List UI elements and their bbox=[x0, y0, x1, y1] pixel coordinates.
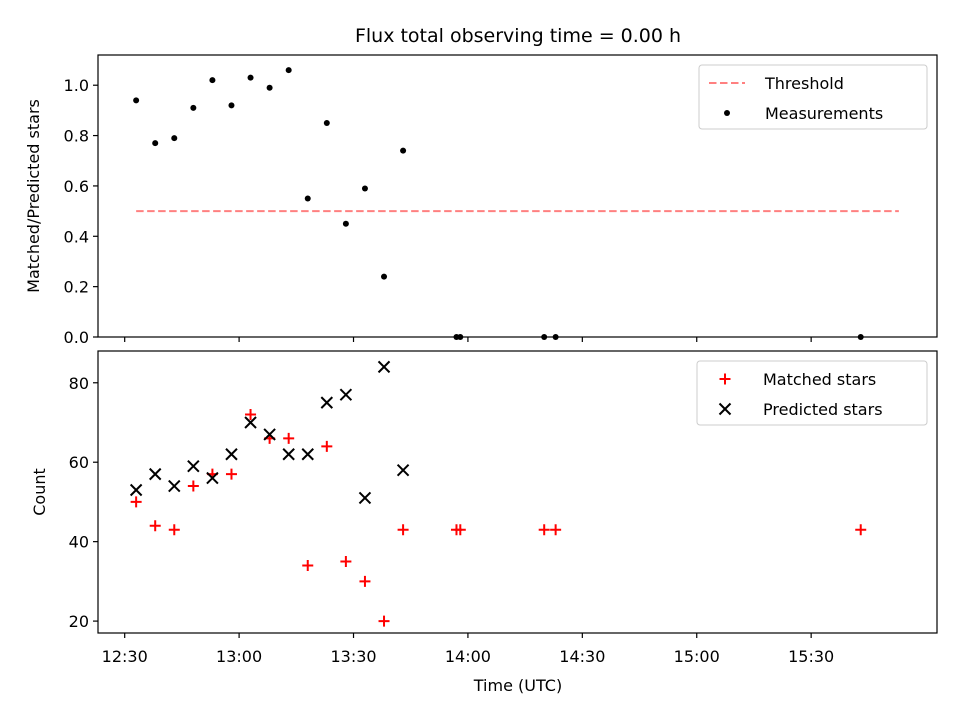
measurement-point bbox=[304, 195, 311, 202]
predicted-stars-point bbox=[206, 471, 219, 485]
bottom-y-tick-label: 40 bbox=[69, 533, 89, 552]
matched-stars-point bbox=[130, 496, 142, 508]
predicted-stars-point bbox=[396, 463, 410, 477]
bottom-legend: Matched stars Predicted stars bbox=[696, 360, 928, 426]
predicted-stars-point bbox=[301, 448, 314, 461]
top-y-tick-label: 1.0 bbox=[64, 76, 89, 95]
top-y-tick-label: 0.0 bbox=[64, 328, 89, 347]
top-y-tick-label: 0.2 bbox=[64, 278, 89, 297]
x-tick-label: 15:30 bbox=[788, 647, 834, 666]
top-y-tick-label: 0.4 bbox=[64, 227, 89, 246]
matched-stars-point bbox=[340, 556, 352, 568]
measurement-point bbox=[171, 135, 178, 142]
predicted-stars-point bbox=[225, 448, 238, 461]
measurement-point bbox=[400, 147, 407, 154]
top-legend-box bbox=[698, 64, 928, 130]
matched-stars-point bbox=[302, 559, 314, 571]
x-tick-label: 14:30 bbox=[559, 647, 605, 666]
top-axes-frame bbox=[97, 54, 938, 338]
predicted-stars-point bbox=[148, 467, 162, 481]
measurement-point bbox=[209, 77, 216, 84]
legend-matched-stars-swatch bbox=[719, 373, 731, 385]
bottom-y-axis-label: Count bbox=[30, 468, 49, 516]
matched-stars-point bbox=[378, 615, 390, 627]
top-y-tick-label: 0.8 bbox=[64, 127, 89, 146]
matched-stars-point bbox=[359, 575, 371, 587]
legend-label-predicted-stars: Predicted stars bbox=[763, 400, 883, 419]
legend-measurements-swatch bbox=[724, 110, 730, 116]
measurement-point bbox=[228, 102, 235, 109]
matched-stars-point bbox=[149, 520, 161, 532]
predicted-stars-point bbox=[320, 396, 334, 409]
predicted-stars-point bbox=[129, 483, 143, 497]
chart-title: Flux total observing time = 0.00 h bbox=[355, 25, 681, 47]
bottom-y-tick-label: 20 bbox=[69, 612, 89, 631]
x-axis-label: Time (UTC) bbox=[473, 676, 562, 695]
matched-stars-point bbox=[225, 468, 237, 480]
predicted-stars-point bbox=[377, 360, 391, 374]
predicted-stars-point bbox=[358, 491, 372, 505]
predicted-stars-point bbox=[263, 428, 276, 441]
matched-stars-point bbox=[321, 440, 333, 452]
legend-predicted-stars-swatch bbox=[718, 402, 732, 416]
measurement-point bbox=[266, 84, 273, 91]
measurement-point bbox=[190, 104, 197, 111]
measurement-point bbox=[361, 185, 368, 192]
matched-stars-point bbox=[168, 524, 180, 536]
bottom-legend-box bbox=[696, 360, 928, 426]
measurement-point bbox=[285, 67, 292, 74]
x-tick-label: 13:30 bbox=[330, 647, 376, 666]
predicted-stars-point bbox=[187, 459, 200, 473]
matched-stars-point bbox=[550, 524, 562, 536]
matched-stars-point bbox=[454, 524, 466, 536]
legend-label-threshold: Threshold bbox=[764, 74, 844, 93]
predicted-stars-point bbox=[282, 448, 295, 461]
x-tick-label: 14:00 bbox=[445, 647, 491, 666]
x-tick-label: 13:00 bbox=[216, 647, 262, 666]
bottom-y-tick-label: 60 bbox=[69, 453, 89, 472]
predicted-stars-point bbox=[244, 416, 257, 429]
predicted-stars-point bbox=[339, 388, 353, 401]
bottom-panel: 20 40 60 80 12:30 13:00 13:30 14:00 14:30 15:00 15… bbox=[69, 350, 938, 666]
top-y-axis-label: Matched/Predicted stars bbox=[24, 99, 43, 293]
top-panel: 0.0 0.2 0.4 0.6 0.8 1.0 Threshold Measurements bbox=[64, 54, 938, 347]
legend-label-matched-stars: Matched stars bbox=[763, 370, 876, 389]
top-y-tick-label: 0.6 bbox=[64, 177, 89, 196]
matched-stars-point bbox=[855, 524, 867, 536]
measurement-point bbox=[323, 119, 330, 126]
measurement-point bbox=[381, 273, 388, 280]
bottom-axes-frame bbox=[97, 350, 938, 634]
measurement-point bbox=[247, 74, 254, 81]
matched-stars-point bbox=[397, 524, 409, 536]
bottom-y-tick-label: 80 bbox=[69, 374, 89, 393]
measurement-point bbox=[133, 97, 140, 104]
measurement-point bbox=[342, 220, 349, 227]
top-legend: Threshold Measurements bbox=[698, 64, 928, 130]
x-tick-label: 12:30 bbox=[102, 647, 148, 666]
measurement-point bbox=[152, 140, 159, 147]
matched-stars-point bbox=[538, 524, 550, 536]
matched-stars-point bbox=[187, 480, 199, 492]
x-tick-label: 15:00 bbox=[674, 647, 720, 666]
legend-label-measurements: Measurements bbox=[765, 104, 883, 123]
matched-stars-point bbox=[245, 409, 257, 421]
predicted-stars-point bbox=[168, 479, 181, 493]
matched-stars-point bbox=[283, 432, 295, 444]
